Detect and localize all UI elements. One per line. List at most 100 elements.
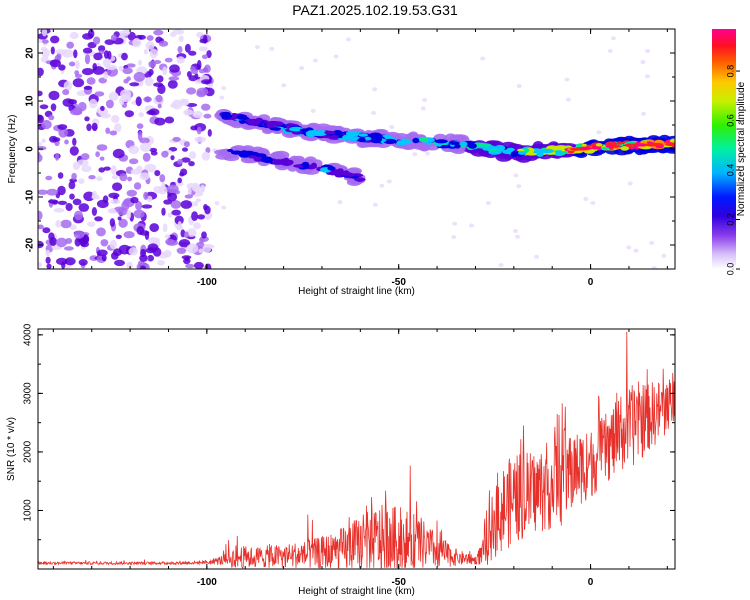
y-tick-label: -20 — [25, 237, 36, 252]
heatmap-cell — [304, 156, 317, 164]
heatmap-cell — [198, 68, 206, 74]
heatmap-cell — [141, 204, 153, 209]
heatmap-cell — [96, 227, 106, 237]
heatmap-cell — [132, 38, 142, 48]
heatmap-cell — [184, 256, 190, 262]
heatmap-cell — [57, 172, 64, 179]
heatmap-cell — [194, 136, 206, 143]
heatmap-cell — [118, 218, 128, 228]
heatmap-cell — [111, 174, 119, 180]
heatmap-cell — [82, 47, 93, 54]
heatmap-cell — [624, 143, 639, 147]
heatmap-cell — [126, 76, 131, 81]
heatmap-cell — [86, 123, 92, 132]
heatmap-cell — [498, 263, 504, 268]
heatmap-cell — [133, 209, 145, 219]
heatmap-cell — [155, 94, 163, 103]
heatmap-cell — [510, 151, 518, 158]
heatmap-cell — [129, 158, 139, 165]
heatmap-cell — [64, 139, 69, 145]
heatmap-cell — [69, 193, 75, 200]
heatmap-cell — [513, 173, 519, 178]
heatmap-cell — [60, 219, 72, 229]
heatmap-cell — [191, 184, 200, 192]
heatmap-cell — [452, 221, 458, 226]
heatmap-cell — [177, 159, 184, 165]
heatmap-cell — [269, 121, 277, 126]
heatmap-cell — [121, 52, 128, 61]
heatmap-cell — [78, 178, 85, 184]
heatmap-cell — [143, 96, 152, 103]
heatmap-cell — [118, 244, 131, 255]
heatmap-cell — [105, 127, 111, 134]
heatmap-cell — [513, 228, 518, 233]
y-axis-label: Frequency (Hz) — [7, 115, 18, 184]
heatmap-cell — [138, 34, 146, 40]
heatmap-cell — [78, 259, 88, 266]
x-tick-label: -100 — [197, 577, 217, 588]
heatmap-cell — [82, 68, 94, 76]
heatmap-cell — [110, 165, 117, 175]
heatmap-cell — [38, 210, 43, 221]
heatmap-cell — [92, 63, 97, 71]
heatmap-cell — [45, 256, 51, 264]
heatmap-cell — [103, 71, 108, 80]
heatmap-cell — [518, 151, 526, 155]
heatmap-cell — [161, 181, 166, 192]
heatmap-cell — [42, 227, 51, 234]
heatmap-cell — [188, 151, 197, 160]
heatmap-cell — [181, 157, 191, 163]
heatmap-cell — [221, 205, 227, 210]
heatmap-cell — [590, 201, 596, 205]
heatmap-cell — [517, 148, 525, 152]
heatmap-cell — [126, 261, 133, 269]
heatmap-cell — [135, 96, 142, 107]
heatmap-cell — [120, 89, 132, 99]
heatmap-cell — [139, 254, 148, 262]
heatmap-cell — [191, 68, 199, 75]
heatmap-cell — [186, 228, 197, 238]
heatmap-cell — [312, 58, 318, 63]
heatmap-cell — [165, 238, 175, 246]
heatmap-cell — [71, 172, 77, 180]
heatmap-cell — [641, 111, 646, 116]
heatmap-cell — [203, 204, 208, 211]
heatmap-cell — [77, 159, 89, 167]
heatmap-cell — [80, 241, 89, 248]
heatmap-cell — [310, 162, 317, 169]
heatmap-cell — [645, 143, 658, 147]
heatmap-cell — [281, 83, 287, 88]
heatmap-cell — [100, 105, 105, 111]
heatmap-cell — [126, 189, 137, 197]
heatmap-cell — [170, 102, 179, 109]
heatmap-cell — [80, 153, 90, 161]
heatmap-cell — [122, 67, 133, 75]
heatmap-cell — [98, 167, 105, 173]
x-axis-label: Height of straight line (km) — [298, 286, 415, 297]
heatmap-cell — [201, 103, 211, 111]
heatmap-cell — [110, 34, 117, 41]
heatmap-cell — [207, 83, 213, 89]
heatmap-cell — [127, 31, 136, 41]
heatmap-cell — [147, 254, 155, 262]
heatmap-cell — [136, 226, 145, 235]
heatmap-cell — [48, 114, 55, 121]
heatmap-cell — [101, 113, 111, 119]
heatmap-cell — [46, 263, 52, 269]
heatmap-cell — [87, 29, 95, 39]
heatmap-cell — [358, 133, 369, 137]
heatmap-cell — [454, 144, 461, 149]
heatmap-cell — [138, 59, 143, 66]
heatmap-cell — [96, 199, 109, 209]
heatmap-cell — [179, 172, 185, 177]
heatmap-cell — [68, 181, 76, 190]
heatmap-cell — [627, 181, 633, 186]
heatmap-cell — [159, 174, 166, 183]
heatmap-cell — [63, 81, 73, 91]
heatmap-cell — [154, 170, 161, 177]
heatmap-cell — [158, 40, 169, 47]
heatmap-cell — [566, 97, 571, 102]
heatmap-cell — [38, 90, 43, 97]
y-tick-label: 0 — [25, 146, 36, 152]
heatmap-cell — [149, 48, 158, 59]
